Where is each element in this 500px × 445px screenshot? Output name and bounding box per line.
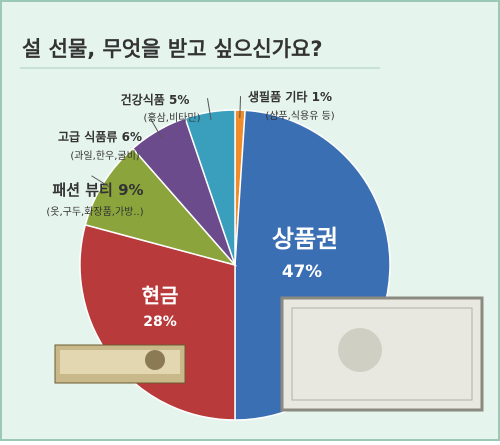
slice-label: 현금 [142, 284, 179, 308]
value-label: 1% [312, 90, 332, 104]
category-name: 생필품 기타 [248, 89, 307, 104]
category-name: 건강식품 [121, 92, 165, 107]
leader-line [150, 118, 162, 138]
sub-label: (홍삼,비타민) [144, 111, 201, 124]
leader-line [91, 175, 111, 188]
category-name: 패션 뷰티 [52, 181, 112, 199]
slice-label: 고급 식품류 6% [58, 129, 142, 144]
value-label: 6% [122, 130, 142, 144]
leader-line [239, 96, 242, 119]
value-label: 28% [143, 314, 177, 330]
cash-image [54, 344, 186, 384]
sub-label: (샴푸,식용유 등) [265, 110, 334, 122]
value-label: 47% [282, 261, 322, 281]
value-label: 5% [169, 93, 189, 107]
cash-portrait [145, 350, 165, 370]
certificate-frame [291, 307, 473, 401]
certificate-seal [338, 328, 382, 372]
slice-label: 상품권 [272, 225, 338, 253]
sub-label: (과일,한우,굴비) [70, 150, 139, 162]
chart-title: 설 선물, 무엇을 받고 싶으신가요? [22, 37, 323, 61]
gift-certificate-image [280, 296, 484, 412]
leader-line [206, 98, 212, 121]
slice-label: 생필품 기타 1% [248, 89, 332, 104]
certificate [280, 296, 484, 412]
category-name: 고급 식품류 [58, 129, 117, 144]
slice-label: 패션 뷰티 9% [52, 181, 143, 199]
slice-label: 건강식품 5% [121, 92, 190, 107]
sub-label: (옷,구두,화장품,가방..) [46, 206, 143, 218]
value-label: 9% [118, 181, 143, 199]
